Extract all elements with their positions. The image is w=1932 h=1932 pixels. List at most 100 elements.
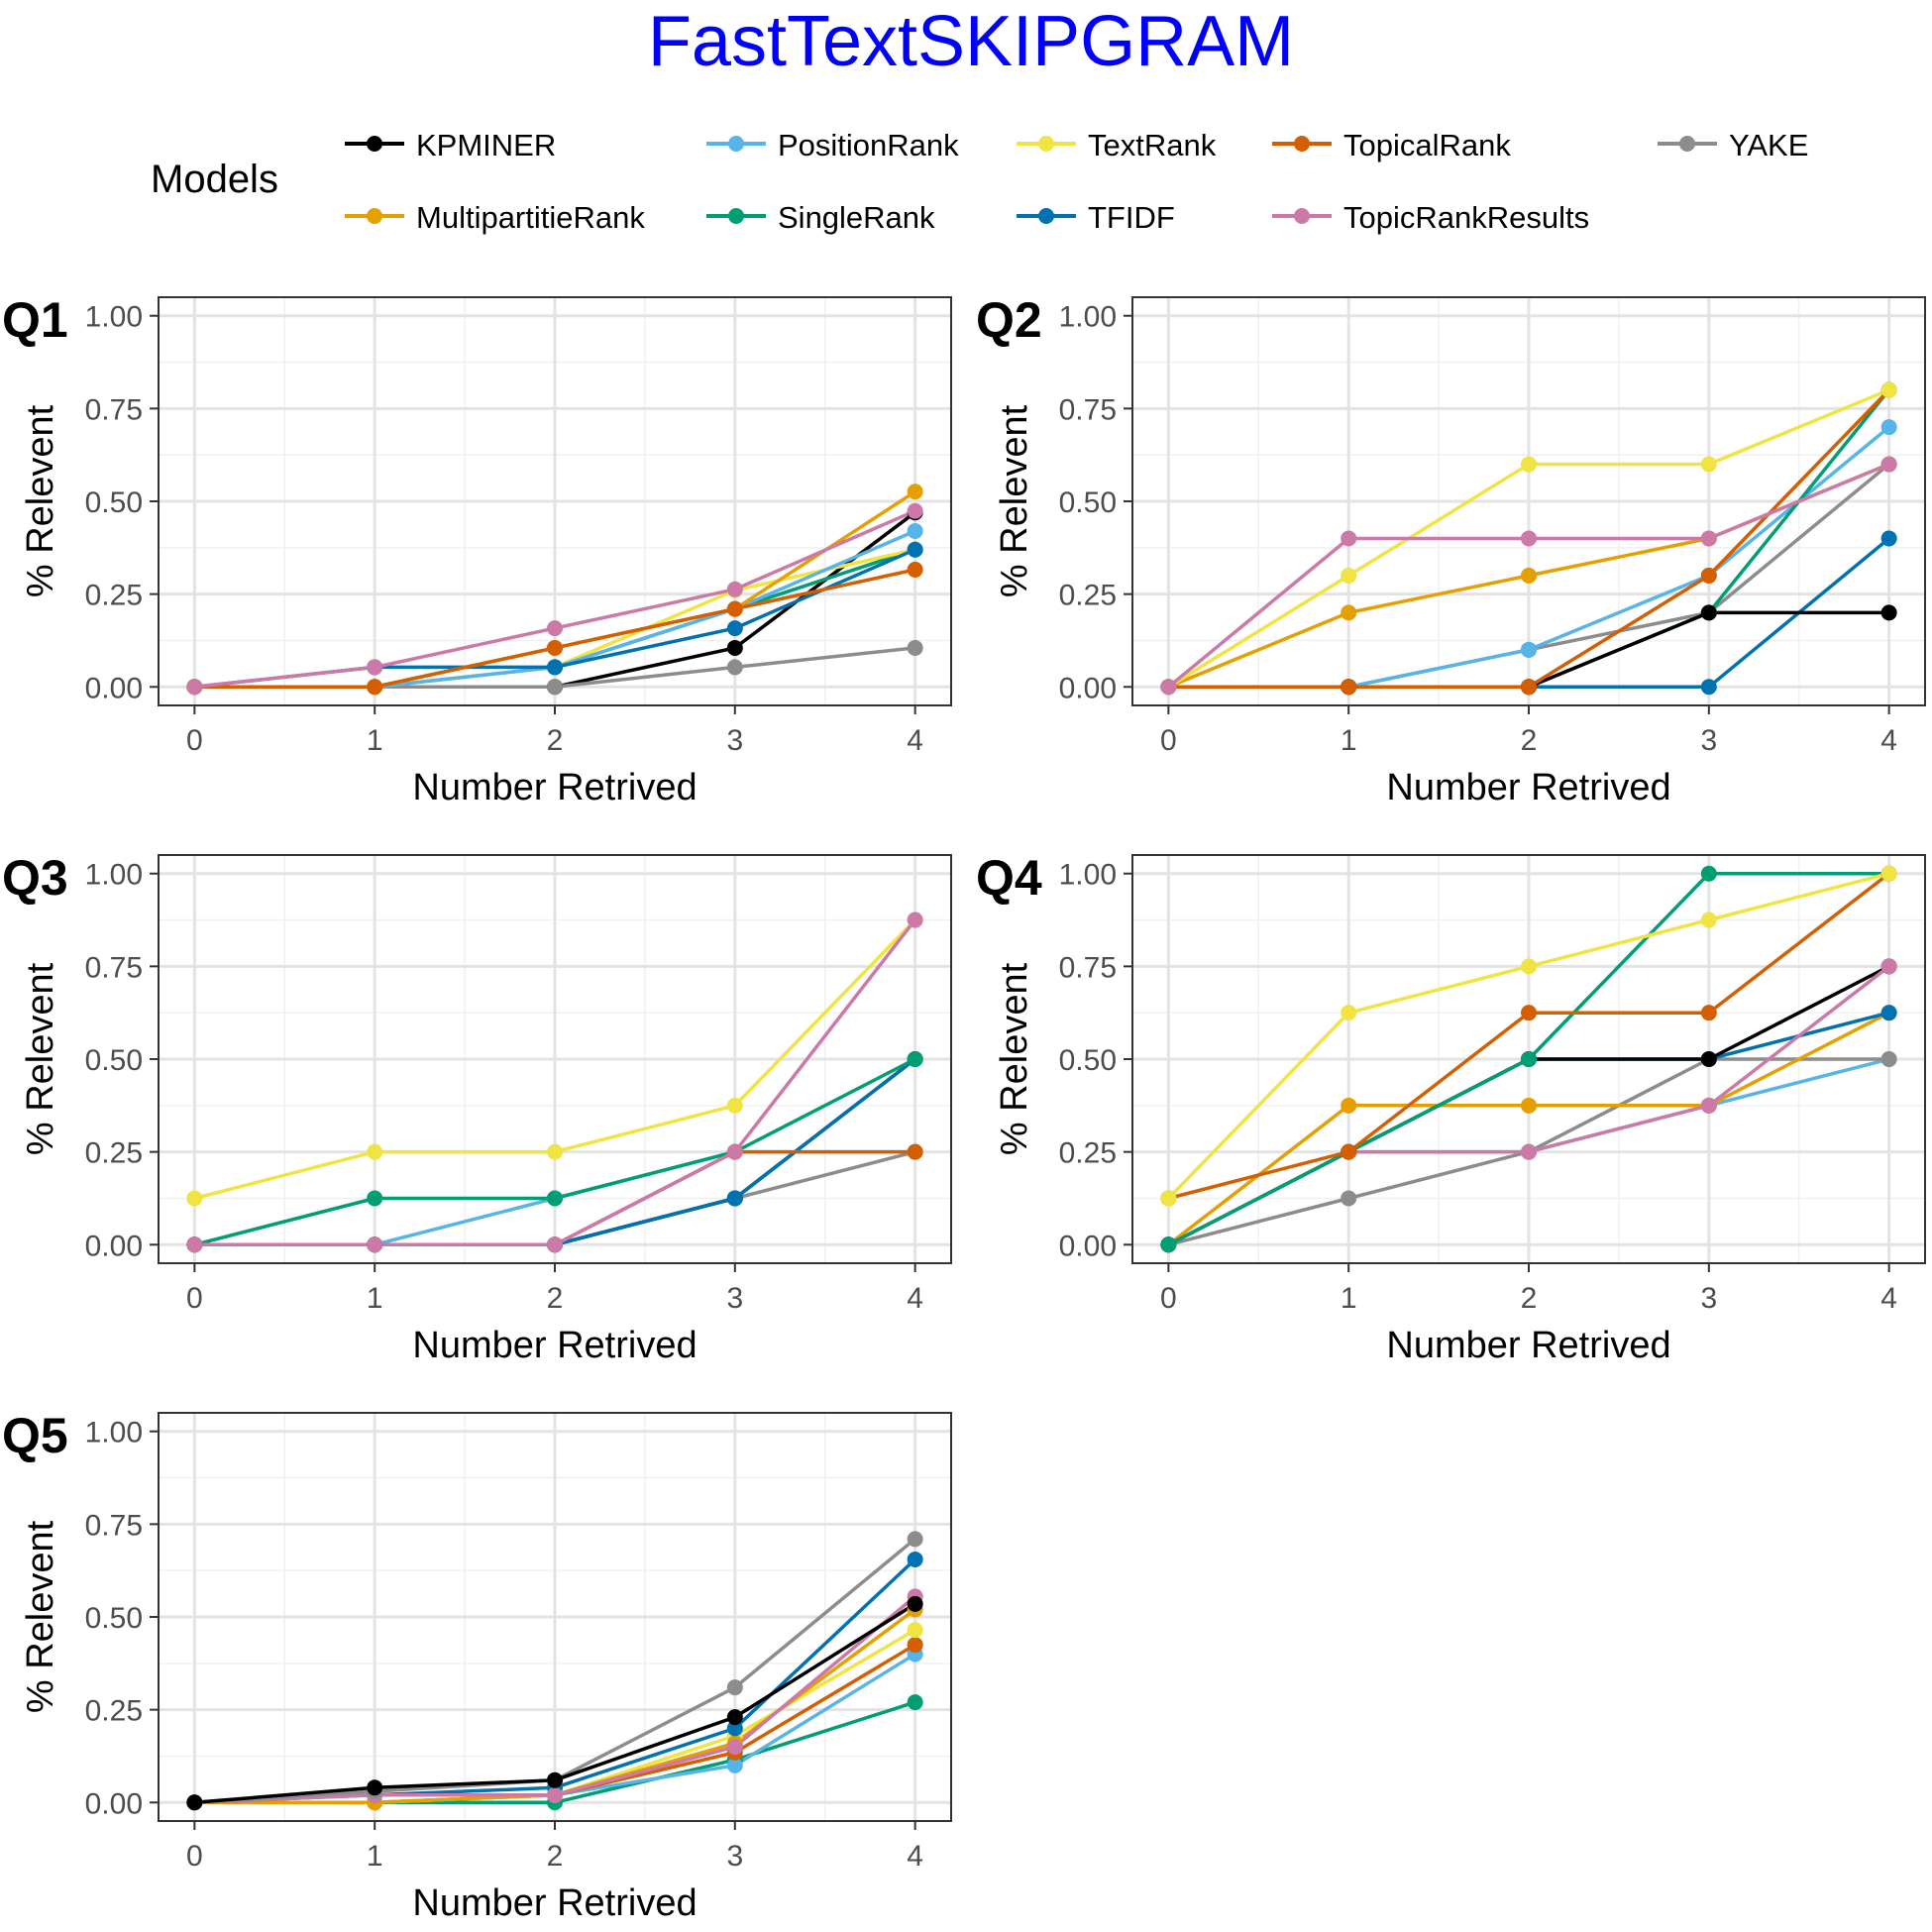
x-tick-label: 3 bbox=[1700, 724, 1717, 757]
data-point bbox=[907, 639, 923, 656]
legend-title: Models bbox=[151, 158, 278, 201]
y-axis-label: % Relevent bbox=[20, 1520, 61, 1713]
legend-item: TextRank bbox=[1017, 128, 1217, 162]
panel-label: Q4 bbox=[976, 850, 1042, 906]
x-axis-label: Number Retrived bbox=[1386, 1325, 1670, 1366]
y-tick-label: 0.25 bbox=[1059, 580, 1117, 612]
y-tick-label: 0.50 bbox=[85, 1044, 143, 1077]
y-tick-label: 0.75 bbox=[85, 951, 143, 984]
legend-label: YAKE bbox=[1729, 128, 1808, 162]
x-tick-label: 1 bbox=[1341, 1282, 1357, 1315]
legend-label: TextRank bbox=[1088, 128, 1217, 162]
data-point bbox=[1521, 1097, 1537, 1114]
data-point bbox=[367, 1190, 383, 1207]
y-tick-label: 0.00 bbox=[1059, 672, 1117, 704]
y-axis-label: % Relevent bbox=[994, 962, 1035, 1155]
data-point bbox=[1160, 679, 1177, 696]
data-point bbox=[186, 679, 203, 696]
data-point bbox=[1521, 1005, 1537, 1021]
y-tick-label: 1.00 bbox=[85, 1417, 143, 1449]
data-point bbox=[367, 659, 383, 676]
x-tick-label: 4 bbox=[1880, 724, 1897, 757]
panel-label: Q3 bbox=[2, 850, 68, 906]
y-tick-label: 0.00 bbox=[85, 672, 143, 704]
data-point bbox=[907, 1051, 923, 1067]
x-tick-label: 3 bbox=[726, 1840, 743, 1873]
panel-label: Q5 bbox=[2, 1408, 68, 1463]
legend-key-point bbox=[1294, 136, 1310, 152]
y-tick-label: 1.00 bbox=[1059, 301, 1117, 334]
data-point bbox=[1880, 1051, 1897, 1067]
data-point bbox=[367, 1779, 383, 1796]
data-point bbox=[1880, 958, 1897, 975]
data-point bbox=[547, 1786, 563, 1803]
x-tick-label: 1 bbox=[367, 1282, 383, 1315]
chart-panels: 0.00 0.25 0.50 0.75 1.00 0 1 2 3 4 Number Retrived… bbox=[2, 292, 1926, 1924]
y-tick-label: 0.00 bbox=[85, 1230, 143, 1262]
data-point bbox=[547, 639, 563, 656]
x-tick-label: 4 bbox=[907, 1840, 923, 1873]
y-tick-label: 0.00 bbox=[1059, 1230, 1117, 1262]
data-point bbox=[547, 1771, 563, 1788]
legend-item: TFIDF bbox=[1017, 200, 1175, 235]
data-point bbox=[1700, 567, 1717, 584]
data-point bbox=[1700, 1005, 1717, 1021]
legend-key-point bbox=[1038, 136, 1054, 152]
legend: Models KPMINER PositionRank TextRank Topica… bbox=[151, 128, 1808, 235]
y-tick-label: 0.75 bbox=[1059, 951, 1117, 984]
data-point bbox=[1521, 958, 1537, 975]
y-tick-label: 0.25 bbox=[85, 1695, 143, 1728]
panel-label: Q2 bbox=[976, 292, 1042, 348]
y-tick-label: 0.75 bbox=[85, 393, 143, 426]
data-point bbox=[1521, 567, 1537, 584]
data-point bbox=[1880, 419, 1897, 436]
data-point bbox=[907, 1694, 923, 1711]
x-tick-label: 0 bbox=[1160, 724, 1177, 757]
x-axis-label: Number Retrived bbox=[412, 1325, 697, 1366]
data-point bbox=[1521, 530, 1537, 547]
figure-title: FastTextSKIPGRAM bbox=[648, 2, 1294, 81]
data-point bbox=[907, 1637, 923, 1654]
data-point bbox=[547, 1236, 563, 1253]
data-point bbox=[1700, 912, 1717, 928]
legend-key-point bbox=[367, 208, 382, 224]
data-point bbox=[907, 1595, 923, 1612]
data-point bbox=[1880, 381, 1897, 398]
legend-item: TopicalRank bbox=[1272, 128, 1511, 162]
legend-item: PositionRank bbox=[706, 128, 959, 162]
legend-label: MultipartitieRank bbox=[416, 200, 645, 235]
y-tick-label: 1.00 bbox=[85, 859, 143, 892]
data-point bbox=[726, 620, 743, 637]
data-point bbox=[1521, 1143, 1537, 1160]
legend-key-point bbox=[1294, 208, 1310, 224]
legend-label: TopicRankResults bbox=[1343, 200, 1589, 235]
legend-item: KPMINER bbox=[345, 128, 556, 162]
x-tick-label: 4 bbox=[907, 724, 923, 757]
data-point bbox=[1880, 865, 1897, 882]
data-point bbox=[726, 1739, 743, 1756]
data-point bbox=[907, 1622, 923, 1639]
data-point bbox=[1341, 1143, 1357, 1160]
panel-q3: 0.00 0.25 0.50 0.75 1.00 0 1 2 3 4 Number Retrived… bbox=[2, 850, 952, 1366]
data-point bbox=[726, 1190, 743, 1207]
data-point bbox=[907, 522, 923, 539]
data-point bbox=[726, 1709, 743, 1726]
legend-item: TopicRankResults bbox=[1272, 200, 1589, 235]
x-tick-label: 1 bbox=[367, 724, 383, 757]
x-tick-label: 0 bbox=[1160, 1282, 1177, 1315]
legend-key-point bbox=[1038, 208, 1054, 224]
legend-item: SingleRank bbox=[706, 200, 935, 235]
data-point bbox=[547, 679, 563, 696]
data-point bbox=[1341, 530, 1357, 547]
legend-label: KPMINER bbox=[416, 128, 556, 162]
data-point bbox=[907, 483, 923, 500]
x-tick-label: 0 bbox=[186, 724, 203, 757]
data-point bbox=[726, 1143, 743, 1160]
legend-item: MultipartitieRank bbox=[345, 200, 645, 235]
data-point bbox=[1700, 456, 1717, 473]
data-point bbox=[907, 502, 923, 519]
data-point bbox=[1341, 567, 1357, 584]
x-axis-label: Number Retrived bbox=[412, 767, 697, 808]
data-point bbox=[1700, 530, 1717, 547]
